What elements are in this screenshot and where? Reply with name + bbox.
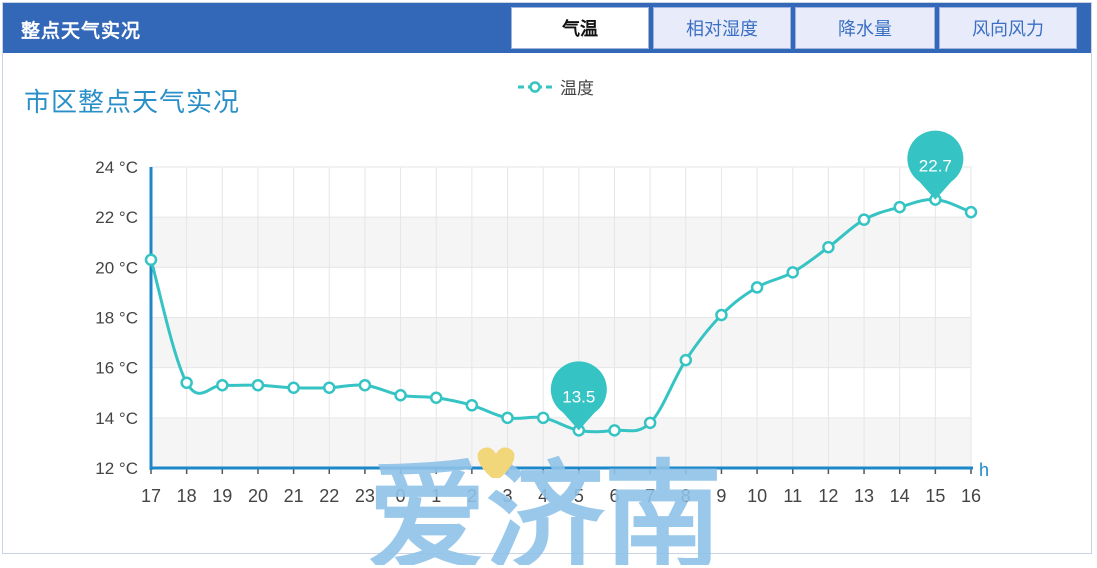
- grid-band: [151, 317, 971, 368]
- x-tick-label: 15: [925, 486, 945, 506]
- data-point: [679, 353, 693, 367]
- x-tick-label: 12: [818, 486, 838, 506]
- tab-humidity[interactable]: 相对湿度: [653, 7, 791, 49]
- line-circle-icon: [518, 80, 552, 93]
- grid-band: [151, 417, 971, 468]
- tab-temperature[interactable]: 气温: [511, 7, 649, 49]
- legend-label: 温度: [560, 79, 594, 99]
- data-point: [323, 381, 336, 394]
- y-tick-label: 22 °C: [95, 208, 138, 227]
- panel-header: 整点天气实况 气温 相对湿度 降水量 风向风力: [3, 3, 1091, 53]
- x-tick-label: 17: [141, 486, 161, 506]
- max-value-pin: [907, 130, 964, 200]
- data-point: [786, 266, 799, 279]
- x-tick-label: 23: [355, 486, 375, 506]
- chart-title: 市区整点天气实况: [24, 88, 241, 118]
- data-point: [822, 241, 835, 254]
- panel-title: 整点天气实况: [21, 20, 142, 42]
- y-tick-label: 20 °C: [95, 258, 138, 277]
- data-point: [750, 281, 764, 294]
- data-point: [643, 416, 657, 430]
- x-tick-label: 18: [177, 486, 197, 506]
- data-point: [144, 253, 158, 267]
- data-point: [536, 411, 550, 425]
- data-point: [180, 376, 193, 389]
- x-tick-label: 16: [961, 486, 981, 506]
- y-tick-label: 24 °C: [95, 158, 138, 177]
- x-tick-label: 14: [890, 486, 910, 506]
- x-axis-unit: h: [979, 460, 989, 480]
- data-point: [857, 213, 871, 226]
- x-tick-label: 19: [212, 486, 232, 506]
- y-tick-label: 16 °C: [95, 359, 138, 378]
- x-tick-label: 5: [574, 486, 584, 506]
- y-tick-label: 14 °C: [95, 409, 138, 428]
- data-point: [465, 399, 479, 412]
- x-tick-label: 7: [645, 486, 655, 506]
- x-tick-label: 20: [248, 486, 268, 506]
- y-tick-label: 12 °C: [95, 459, 138, 478]
- data-point: [251, 378, 265, 392]
- data-point: [715, 308, 728, 322]
- data-point: [964, 205, 978, 219]
- x-tick-label: 9: [716, 486, 726, 506]
- data-point: [893, 200, 906, 214]
- x-tick-label: 1: [431, 486, 441, 506]
- x-tick-label: 13: [854, 486, 874, 506]
- x-tick-label: 11: [783, 486, 802, 506]
- data-point: [394, 389, 407, 402]
- x-tick-label: 2: [467, 486, 477, 506]
- data-point: [608, 424, 621, 437]
- x-tick-label: 8: [681, 486, 691, 506]
- x-tick-label: 3: [503, 486, 513, 506]
- tab-wind[interactable]: 风向风力: [939, 7, 1077, 49]
- data-point: [287, 381, 300, 394]
- x-tick-label: 6: [609, 486, 619, 506]
- data-point: [501, 411, 514, 425]
- x-tick-label: 21: [284, 486, 304, 506]
- chart-legend[interactable]: 温度: [518, 74, 594, 99]
- min-value-label: 13.5: [562, 387, 595, 406]
- data-point: [358, 378, 372, 392]
- data-point: [429, 391, 443, 405]
- max-value-label: 22.7: [919, 157, 952, 176]
- x-tick-label: 10: [747, 486, 767, 506]
- data-point: [216, 378, 229, 392]
- tab-bar: 气温 相对湿度 降水量 风向风力: [511, 7, 1077, 49]
- x-tick-label: 0: [396, 486, 406, 506]
- x-tick-label: 4: [538, 486, 548, 506]
- y-tick-label: 18 °C: [95, 309, 138, 328]
- min-value-pin: [550, 361, 607, 431]
- tab-precipitation[interactable]: 降水量: [795, 7, 935, 49]
- grid-band: [151, 217, 971, 268]
- x-tick-label: 22: [319, 486, 339, 506]
